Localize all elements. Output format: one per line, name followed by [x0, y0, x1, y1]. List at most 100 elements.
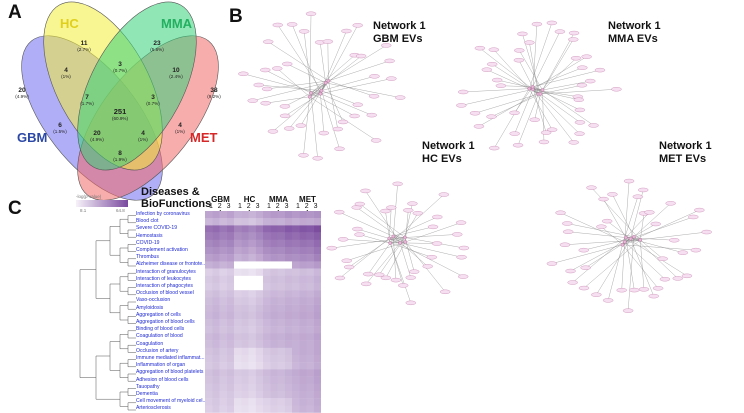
network-edge [486, 69, 541, 95]
heatmap-cell [234, 383, 242, 392]
network-node [517, 31, 528, 37]
network-edge [393, 236, 405, 238]
heatmap-cell [277, 355, 285, 363]
heatmap-cell [248, 405, 256, 413]
network-node [295, 123, 307, 128]
heatmap-row-label: Coagulation of blood [136, 333, 183, 340]
heatmap-row-label: Interaction of phagocytes [136, 283, 193, 289]
heatmap-row-label: COVID-19 [136, 239, 160, 246]
network-node [469, 111, 481, 116]
heatmap-cell [212, 326, 220, 334]
network-edge [625, 237, 631, 239]
heatmap-cell [263, 304, 271, 312]
network-edge [393, 236, 406, 243]
heatmap-row-label: Dementia [136, 391, 158, 397]
heatmap-row-label: Arteriosclerosis [136, 405, 171, 412]
heatmap-cell [292, 211, 300, 219]
heatmap-title-line2: BioFunctions [141, 198, 212, 210]
network-node [524, 40, 535, 45]
network-node [455, 220, 467, 225]
network-node [457, 274, 469, 279]
heatmap-cell [205, 304, 213, 312]
venn-region-count: 20 [18, 87, 26, 94]
heatmap-cell [277, 239, 285, 248]
network-node [546, 261, 558, 266]
heatmap-cell [306, 297, 314, 305]
network-node [665, 201, 676, 206]
heatmap-cell [241, 405, 249, 413]
network-node [397, 283, 409, 288]
network-node [369, 74, 380, 79]
heatmap-cell [219, 405, 227, 413]
network-node [594, 67, 606, 73]
network-edge [389, 216, 438, 239]
heatmap-column-label: GBM [211, 195, 230, 204]
heatmap-row-label: Blood clot [136, 218, 159, 225]
network-edge [532, 89, 539, 95]
network-edge [321, 82, 326, 91]
heatmap-cell [284, 311, 293, 320]
heatmap-cell [292, 268, 300, 276]
network-node [578, 285, 590, 291]
network-edge [289, 80, 329, 129]
network-edge [540, 93, 581, 123]
network-node [380, 275, 392, 281]
heatmap-cell [306, 369, 314, 377]
heatmap-cell [263, 247, 271, 255]
network-edge [538, 89, 617, 95]
heatmap-row-label: Occlusion of blood vessel [136, 290, 194, 297]
heatmap-cell [306, 254, 314, 262]
network-edge [630, 238, 683, 253]
heatmap-cell [284, 304, 293, 312]
heatmap-cell [226, 290, 235, 298]
venn-region: 20(4.9%) [15, 87, 29, 99]
network-hub-node [623, 235, 628, 240]
heatmap-cell [284, 239, 293, 248]
network-node [318, 130, 329, 136]
heatmap-cell [313, 362, 321, 370]
venn-region-pct: (4.9%) [90, 137, 104, 142]
heatmap-cell [248, 340, 256, 348]
heatmap-cell [234, 283, 242, 291]
heatmap-cell [234, 268, 242, 276]
network-edge [564, 239, 641, 245]
heatmap-cell [241, 297, 249, 305]
heatmap-cell [234, 398, 242, 406]
network-edge [585, 236, 634, 268]
heatmap-cell [284, 290, 293, 298]
network-edge [596, 238, 631, 295]
heatmap-cell [270, 311, 278, 320]
network-node [488, 47, 500, 52]
heatmap-cell [212, 290, 220, 298]
network-node [352, 23, 363, 28]
heatmap-cell [226, 239, 235, 248]
network-edge [633, 203, 671, 237]
heatmap-cell [234, 304, 242, 312]
network-node [363, 271, 374, 277]
heatmap-cell [270, 347, 278, 356]
network-edge [542, 32, 575, 91]
network-node [657, 256, 668, 261]
heatmap-cell [255, 297, 264, 305]
heatmap-cell [270, 290, 278, 298]
network-node [474, 46, 486, 51]
heatmap-cell [255, 290, 264, 298]
heatmap-cell [277, 319, 285, 327]
heatmap-cell [248, 268, 256, 276]
heatmap-cell [248, 275, 256, 284]
heatmap-cell [212, 355, 220, 363]
venn-label-met: MET [190, 130, 218, 145]
network-node [562, 221, 573, 226]
heatmap-cell [205, 319, 213, 327]
heatmap-cell [205, 297, 213, 305]
heatmap-cell [248, 369, 256, 377]
heatmap-cell [255, 283, 264, 291]
heatmap-cell [255, 311, 264, 320]
heatmap-cell [205, 340, 213, 348]
network-hub-node [403, 240, 408, 244]
venn-region: 11(2.7%) [77, 40, 91, 52]
heatmap-cell [306, 340, 314, 348]
network-node [286, 22, 298, 27]
network-edge [400, 241, 406, 244]
network-node [305, 11, 317, 16]
